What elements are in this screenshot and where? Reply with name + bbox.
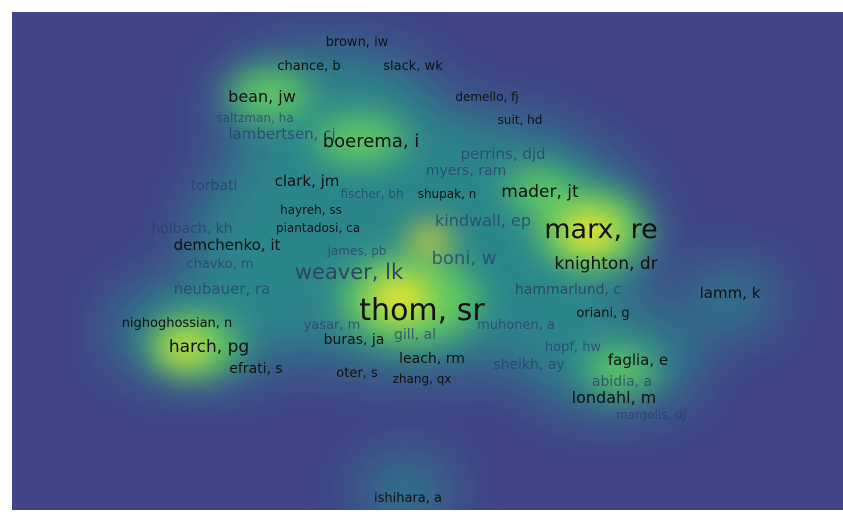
author-label: lamm, k [700, 284, 761, 302]
author-label: londahl, m [572, 388, 657, 407]
author-label: ishihara, a [374, 491, 442, 506]
labels: brown, iw chance, b slack, wk bean, jw demel… [122, 35, 761, 506]
author-label: efrati, s [229, 361, 282, 377]
author-label: weaver, lk [295, 260, 404, 284]
author-label: kindwall, ep [435, 211, 531, 230]
author-label: clark, jm [275, 172, 340, 190]
author-label: chance, b [277, 59, 340, 74]
author-label: gill, al [394, 327, 436, 343]
author-label: boerema, i [323, 131, 420, 152]
author-label: hammarlund, c [515, 282, 621, 298]
author-label: margolis, dj [616, 408, 686, 422]
author-label: buras, ja [324, 332, 385, 348]
author-label: torbati [191, 178, 238, 194]
author-label: james, pb [327, 244, 387, 258]
author-label: neubauer, ra [174, 280, 271, 298]
author-label: myers, ram [426, 163, 506, 179]
author-label: shupak, n [418, 187, 477, 201]
density [110, 50, 775, 510]
author-label: yasar, m [304, 318, 361, 333]
author-label: hayreh, ss [280, 203, 342, 217]
author-label: faglia, e [608, 351, 668, 369]
author-label: abidia, a [592, 374, 652, 390]
author-label: perrins, djd [460, 145, 545, 163]
author-label: leach, rm [399, 351, 465, 367]
author-label: mader, jt [501, 182, 579, 202]
author-label: demchenko, it [174, 236, 281, 254]
author-label: holbach, kh [151, 221, 232, 237]
author-label: marx, re [544, 214, 657, 245]
author-label: nighoghossian, n [122, 316, 233, 331]
author-label: piantadosi, ca [276, 221, 360, 235]
author-label: oter, s [336, 366, 378, 381]
author-label: boni, w [431, 248, 496, 269]
author-label: brown, iw [326, 35, 389, 50]
author-label: saltzman, ha [216, 111, 293, 125]
author-label: slack, wk [383, 59, 443, 74]
author-label: harch, pg [169, 337, 249, 357]
author-label: demello, fj [455, 90, 518, 104]
author-label: thom, sr [359, 293, 485, 328]
author-label: bean, jw [228, 87, 296, 106]
author-label: muhonen, a [477, 318, 555, 333]
author-label: lambertsen, cj [228, 125, 335, 143]
author-label: zhang, qx [393, 372, 452, 386]
author-label: hopf, hw [545, 340, 602, 355]
author-label: oriani, g [576, 306, 629, 321]
author-label: knighton, dr [554, 254, 657, 274]
author-label: suit, hd [498, 113, 543, 127]
author-label: chavko, m [187, 257, 254, 272]
author-label: fischer, bh [340, 187, 403, 201]
author-label: sheikh, ay [493, 357, 564, 373]
